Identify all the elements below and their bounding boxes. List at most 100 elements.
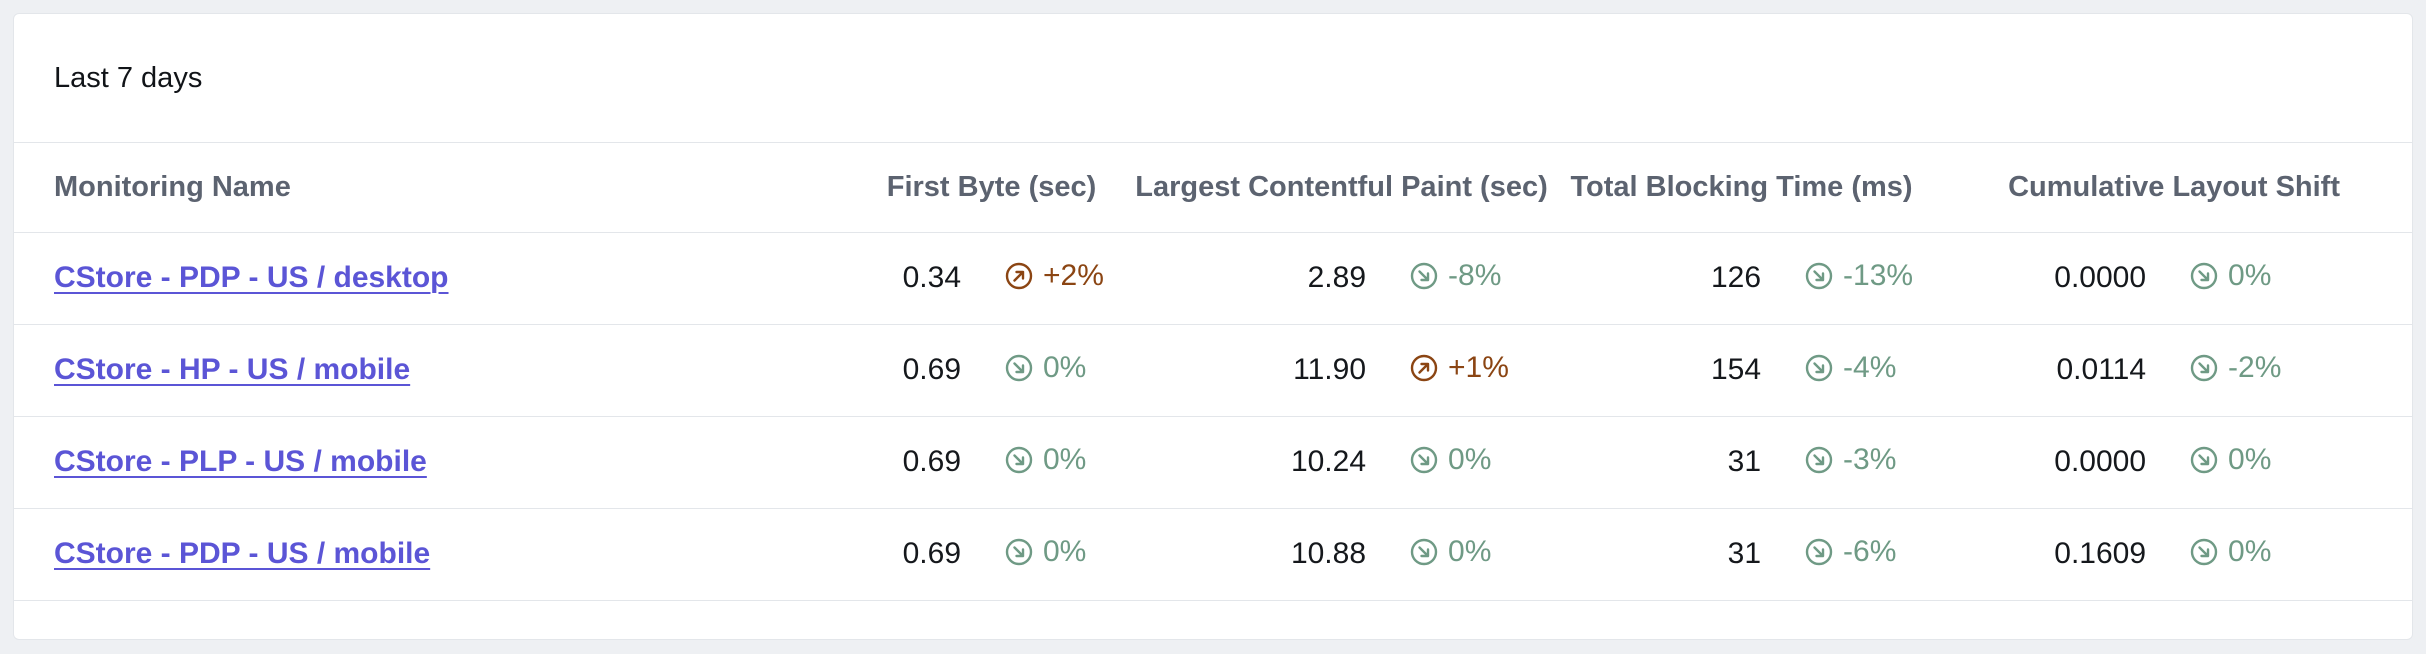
change-percent: 0%	[1043, 534, 1087, 568]
tbt-change: -13%	[1805, 259, 1913, 293]
change-percent: +1%	[1448, 350, 1509, 384]
change-percent: -13%	[1843, 258, 1914, 292]
arrow-up-right-circle-icon	[1410, 354, 1438, 382]
table-row: CStore - PLP - US / mobile 0.69 0% 10.24 0% 3…	[14, 416, 2412, 509]
first-byte-change: 0%	[1005, 351, 1086, 385]
tbt-change: -3%	[1805, 443, 1896, 477]
lcp-change: 0%	[1410, 443, 1491, 477]
lcp-change-cell: 0%	[1374, 416, 1550, 509]
table-row: CStore - PDP - US / desktop 0.34 +2% 2.89 -8…	[14, 232, 2412, 325]
cls-change: 0%	[2190, 535, 2271, 569]
arrow-down-right-circle-icon	[1005, 446, 1033, 474]
table-row: CStore - HP - US / mobile 0.69 0% 11.90 +1% 1…	[14, 324, 2412, 417]
column-header-cls[interactable]: Cumulative Layout Shift	[1934, 143, 2412, 233]
arrow-down-right-circle-icon	[1805, 262, 1833, 290]
lcp-value: 10.24	[1134, 416, 1375, 509]
arrow-up-right-circle-icon	[1005, 262, 1033, 290]
lcp-change-cell: -8%	[1374, 232, 1550, 325]
arrow-down-right-circle-icon	[2190, 446, 2218, 474]
monitoring-name-link[interactable]: CStore - PLP - US / mobile	[54, 445, 427, 478]
tbt-change-cell: -4%	[1769, 324, 1935, 417]
monitoring-name-cell: CStore - PLP - US / mobile	[14, 416, 849, 509]
change-percent: 0%	[1043, 442, 1087, 476]
tbt-value: 126	[1549, 232, 1770, 325]
metrics-card: Last 7 days Monitoring Name First Byte (…	[13, 13, 2413, 640]
cls-value: 0.0000	[1934, 232, 2155, 325]
first-byte-change-cell: 0%	[969, 416, 1135, 509]
cls-value: 0.0000	[1934, 416, 2155, 509]
cls-change: 0%	[2190, 443, 2271, 477]
first-byte-change-cell: 0%	[969, 324, 1135, 417]
change-percent: -8%	[1448, 258, 1502, 292]
cls-change: -2%	[2190, 351, 2281, 385]
arrow-down-right-circle-icon	[1805, 446, 1833, 474]
first-byte-value: 0.69	[849, 416, 969, 509]
arrow-down-right-circle-icon	[1410, 446, 1438, 474]
tbt-change-cell: -3%	[1769, 416, 1935, 509]
change-percent: -2%	[2228, 350, 2282, 384]
monitoring-name-link[interactable]: CStore - PDP - US / mobile	[54, 537, 431, 570]
first-byte-value: 0.34	[849, 232, 969, 325]
column-header-lcp[interactable]: Largest Contentful Paint (sec)	[1134, 143, 1550, 233]
first-byte-change-cell: 0%	[969, 508, 1135, 601]
first-byte-change-cell: +2%	[969, 232, 1135, 325]
first-byte-value: 0.69	[849, 508, 969, 601]
table-header-row: Monitoring Name First Byte (sec) Largest…	[14, 143, 2412, 233]
change-percent: 0%	[2228, 442, 2272, 476]
change-percent: 0%	[1448, 442, 1492, 476]
tbt-change: -6%	[1805, 535, 1896, 569]
cls-change-cell: 0%	[2154, 232, 2412, 325]
column-header-monitoring-name[interactable]: Monitoring Name	[14, 143, 849, 233]
lcp-value: 2.89	[1134, 232, 1375, 325]
tbt-change-cell: -13%	[1769, 232, 1935, 325]
lcp-change: +1%	[1410, 351, 1509, 385]
change-percent: -4%	[1843, 350, 1897, 384]
first-byte-value: 0.69	[849, 324, 969, 417]
monitoring-name-link[interactable]: CStore - HP - US / mobile	[54, 353, 411, 386]
arrow-down-right-circle-icon	[2190, 354, 2218, 382]
metrics-table: Monitoring Name First Byte (sec) Largest…	[14, 143, 2412, 601]
change-percent: -3%	[1843, 442, 1897, 476]
change-percent: 0%	[1448, 534, 1492, 568]
first-byte-change: +2%	[1005, 259, 1104, 293]
arrow-down-right-circle-icon	[1410, 262, 1438, 290]
arrow-down-right-circle-icon	[1005, 354, 1033, 382]
lcp-change: -8%	[1410, 259, 1501, 293]
tbt-value: 154	[1549, 324, 1770, 417]
arrow-down-right-circle-icon	[1410, 538, 1438, 566]
lcp-change-cell: 0%	[1374, 508, 1550, 601]
lcp-change: 0%	[1410, 535, 1491, 569]
cls-value: 0.0114	[1934, 324, 2155, 417]
arrow-down-right-circle-icon	[1005, 538, 1033, 566]
monitoring-name-cell: CStore - PDP - US / mobile	[14, 508, 849, 601]
change-percent: 0%	[2228, 258, 2272, 292]
column-header-first-byte[interactable]: First Byte (sec)	[849, 143, 1135, 233]
change-percent: +2%	[1043, 258, 1104, 292]
arrow-down-right-circle-icon	[1805, 538, 1833, 566]
table-row: CStore - PDP - US / mobile 0.69 0% 10.88 0% 3…	[14, 508, 2412, 601]
lcp-value: 10.88	[1134, 508, 1375, 601]
monitoring-name-cell: CStore - PDP - US / desktop	[14, 232, 849, 325]
cls-change-cell: 0%	[2154, 508, 2412, 601]
column-header-tbt[interactable]: Total Blocking Time (ms)	[1549, 143, 1935, 233]
arrow-down-right-circle-icon	[1805, 354, 1833, 382]
first-byte-change: 0%	[1005, 443, 1086, 477]
tbt-value: 31	[1549, 416, 1770, 509]
tbt-change: -4%	[1805, 351, 1896, 385]
monitoring-name-cell: CStore - HP - US / mobile	[14, 324, 849, 417]
tbt-value: 31	[1549, 508, 1770, 601]
change-percent: -6%	[1843, 534, 1897, 568]
period-label: Last 7 days	[14, 14, 2412, 143]
cls-change-cell: 0%	[2154, 416, 2412, 509]
lcp-value: 11.90	[1134, 324, 1375, 417]
cls-change: 0%	[2190, 259, 2271, 293]
change-percent: 0%	[2228, 534, 2272, 568]
monitoring-name-link[interactable]: CStore - PDP - US / desktop	[54, 261, 449, 294]
cls-value: 0.1609	[1934, 508, 2155, 601]
arrow-down-right-circle-icon	[2190, 262, 2218, 290]
lcp-change-cell: +1%	[1374, 324, 1550, 417]
tbt-change-cell: -6%	[1769, 508, 1935, 601]
change-percent: 0%	[1043, 350, 1087, 384]
first-byte-change: 0%	[1005, 535, 1086, 569]
arrow-down-right-circle-icon	[2190, 538, 2218, 566]
